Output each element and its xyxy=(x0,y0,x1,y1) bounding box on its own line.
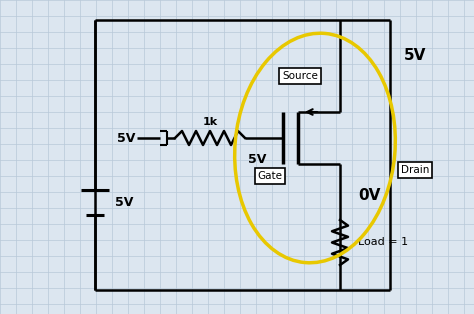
Text: 0V: 0V xyxy=(358,187,380,203)
Text: 5V: 5V xyxy=(115,196,133,208)
Text: 1k: 1k xyxy=(202,117,218,127)
Text: Source: Source xyxy=(282,71,318,81)
Text: Load = 1: Load = 1 xyxy=(358,237,408,247)
Text: 5V: 5V xyxy=(404,47,426,62)
Text: Gate: Gate xyxy=(257,171,283,181)
Text: 5V: 5V xyxy=(117,132,135,144)
Text: 5V: 5V xyxy=(248,153,266,166)
Text: Drain: Drain xyxy=(401,165,429,175)
